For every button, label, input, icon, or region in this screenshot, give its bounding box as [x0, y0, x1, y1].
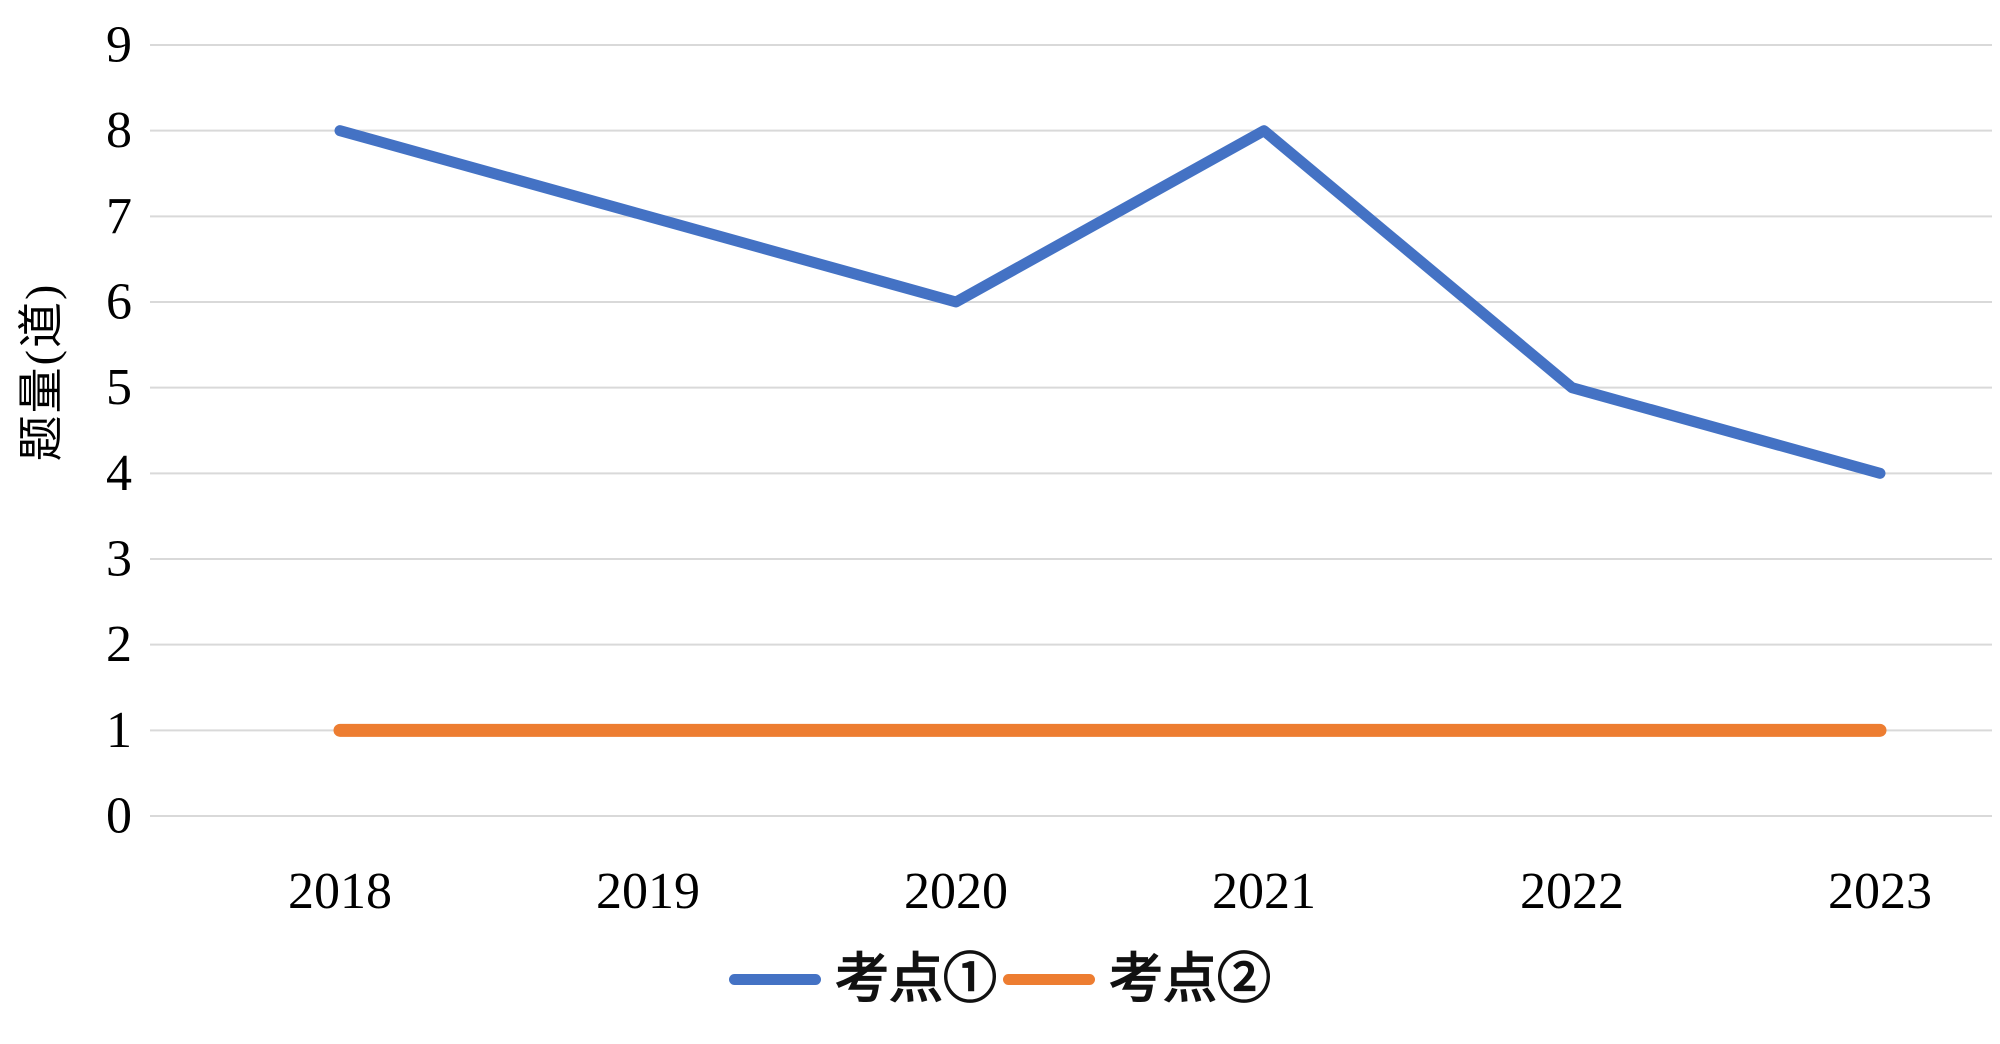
x-tick-label: 2023 — [1828, 863, 1932, 920]
y-tick-label: 1 — [106, 702, 132, 759]
legend-swatch-1 — [729, 973, 821, 985]
x-tick-label: 2021 — [1212, 863, 1316, 920]
legend-swatch-2 — [1003, 973, 1095, 985]
x-tick-label: 2022 — [1520, 863, 1624, 920]
y-tick-label: 9 — [106, 17, 132, 74]
x-tick-label: 2019 — [596, 863, 700, 920]
y-tick-label: 4 — [106, 445, 132, 502]
y-tick-label: 3 — [106, 531, 132, 588]
legend-label-1: 考点① — [835, 949, 997, 1009]
y-tick-label: 5 — [106, 359, 132, 416]
legend-item-2: 考点② — [1003, 952, 1271, 1006]
y-tick-label: 0 — [106, 788, 132, 845]
legend: 考点① 考点② — [0, 952, 2000, 1006]
y-tick-label: 2 — [106, 616, 132, 673]
y-tick-label: 7 — [106, 188, 132, 245]
y-tick-label: 6 — [106, 274, 132, 331]
x-tick-label: 2020 — [904, 863, 1008, 920]
series-line-1 — [334, 125, 1886, 479]
legend-item-1: 考点① — [729, 952, 997, 1006]
legend-label-2: 考点② — [1109, 949, 1271, 1009]
y-tick-label: 8 — [106, 102, 132, 159]
x-tick-label: 2018 — [288, 863, 392, 920]
